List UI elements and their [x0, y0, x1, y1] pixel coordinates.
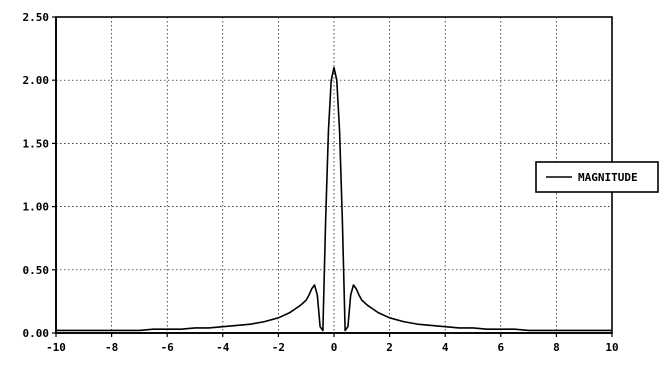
x-tick-label: 4 [442, 341, 449, 354]
x-tick-label: 2 [386, 341, 393, 354]
series-layer [56, 66, 612, 332]
y-tick-label: 1.50 [23, 137, 50, 150]
x-tick-label: -4 [216, 341, 230, 354]
x-tick-label: -6 [161, 341, 175, 354]
x-tick-label: 8 [553, 341, 560, 354]
grid [55, 16, 613, 334]
x-tick-label: 6 [497, 341, 504, 354]
x-tick-label: 10 [605, 341, 618, 354]
x-tick-label: 0 [331, 341, 338, 354]
y-tick-label: 2.50 [23, 11, 50, 24]
legend-label: MAGNITUDE [578, 171, 638, 184]
y-tick-label: 1.00 [23, 201, 50, 214]
y-tick-label: 0.50 [23, 264, 50, 277]
x-tick-label: -2 [272, 341, 285, 354]
tick-labels: -10 -8 -6 -4 -2 0 2 4 6 8 10 0.00 0.50 1.00 1.50 2.00 2.… [23, 11, 619, 354]
y-tick-label: 0.00 [23, 327, 50, 340]
x-tick-label: -8 [105, 341, 118, 354]
legend: MAGNITUDE [535, 161, 659, 193]
y-tick-label: 2.00 [23, 74, 50, 87]
x-tick-label: -10 [46, 341, 66, 354]
series-line-0 [56, 66, 612, 332]
